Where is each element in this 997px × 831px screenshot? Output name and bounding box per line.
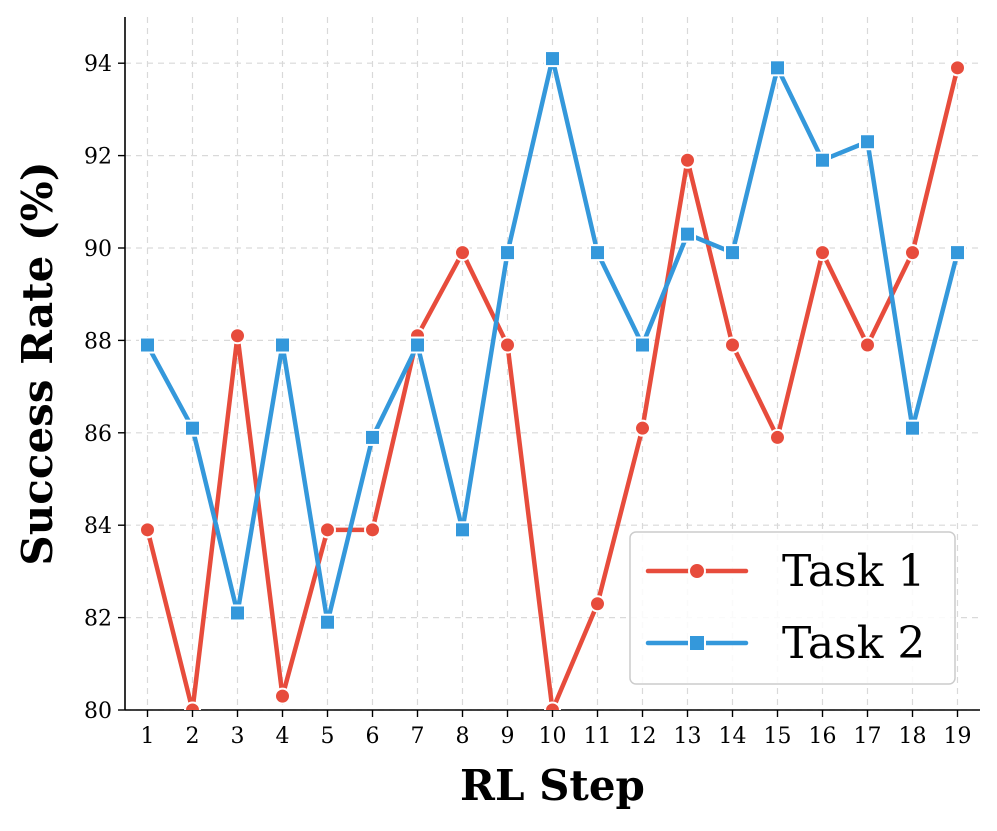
- axes: 1 2 3 4 5 6 7 8 9 10 11 12 13 14 15 16 17 18 1980828486889…: [84, 17, 980, 749]
- series-2-point: [454, 521, 471, 539]
- series-1-point: [589, 595, 606, 613]
- y-tick-label: 86: [84, 422, 112, 447]
- series-layer: [139, 50, 966, 710]
- series-2-point: [769, 59, 786, 77]
- series-2-point: [589, 244, 606, 262]
- x-tick-label: 2: [186, 724, 200, 749]
- series-2-point: [679, 225, 696, 243]
- x-tick-label: 6: [366, 724, 380, 749]
- series-1-point: [814, 244, 831, 262]
- series-1-point: [949, 59, 966, 77]
- series-1-point: [544, 701, 561, 710]
- series-1-point: [769, 428, 786, 446]
- y-tick-label: 94: [84, 52, 112, 77]
- legend: Task 1 Task 2: [629, 531, 956, 685]
- x-tick-label: 17: [854, 724, 882, 749]
- legend-swatch-marker: [688, 562, 706, 580]
- x-tick-label: 4: [276, 724, 290, 749]
- series-1-point: [904, 244, 921, 262]
- series-2-point: [544, 50, 561, 68]
- series-2-point: [814, 151, 831, 169]
- legend-label: Task 1: [782, 546, 925, 597]
- series-1-point: [229, 327, 246, 345]
- series-1-point: [454, 244, 471, 262]
- series-2: [139, 50, 966, 631]
- legend-label: Task 2: [782, 618, 925, 669]
- y-tick-label: 88: [84, 329, 112, 354]
- y-tick-label: 82: [84, 607, 112, 632]
- x-axis-label: RL Step: [460, 761, 645, 810]
- series-2-point: [274, 336, 291, 354]
- series-2-point: [904, 419, 921, 437]
- series-2-point: [499, 244, 516, 262]
- series-1-point: [724, 336, 741, 354]
- series-2-point: [184, 419, 201, 437]
- legend-swatch-marker: [688, 634, 706, 652]
- x-tick-label: 5: [321, 724, 335, 749]
- series-1-point: [859, 336, 876, 354]
- legend-entry: Task 2: [645, 618, 925, 669]
- x-tick-label: 11: [584, 724, 612, 749]
- y-tick-label: 80: [84, 699, 112, 724]
- x-tick-label: 3: [231, 724, 245, 749]
- series-2-point: [319, 613, 336, 631]
- series-2-point: [859, 133, 876, 151]
- x-tick-label: 12: [629, 724, 657, 749]
- x-tick-label: 14: [719, 724, 747, 749]
- series-1-point: [364, 521, 381, 539]
- x-tick-label: 16: [809, 724, 837, 749]
- y-tick-label: 84: [84, 514, 112, 539]
- x-tick-label: 10: [539, 724, 567, 749]
- series-1-point: [139, 521, 156, 539]
- series-2-point: [409, 336, 426, 354]
- series-1-point: [319, 521, 336, 539]
- x-tick-label: 13: [674, 724, 702, 749]
- x-tick-label: 7: [411, 724, 425, 749]
- x-tick-label: 19: [944, 724, 972, 749]
- legend-entry: Task 1: [645, 546, 925, 597]
- x-tick-label: 18: [899, 724, 927, 749]
- series-2-point: [724, 244, 741, 262]
- series-1: [139, 59, 966, 710]
- series-2-point: [634, 336, 651, 354]
- series-1-point: [274, 687, 291, 705]
- series-1-point: [634, 419, 651, 437]
- series-1-point: [679, 151, 696, 169]
- series-1-point: [499, 336, 516, 354]
- x-tick-label: 8: [456, 724, 470, 749]
- series-2-point: [949, 244, 966, 262]
- y-axis-label: Success Rate (%): [13, 161, 62, 565]
- series-2-point: [139, 336, 156, 354]
- series-1-point: [184, 701, 201, 710]
- x-tick-label: 9: [501, 724, 515, 749]
- series-2-point: [364, 428, 381, 446]
- x-tick-label: 15: [764, 724, 792, 749]
- series-2-point: [229, 604, 246, 622]
- y-tick-label: 90: [84, 237, 112, 262]
- x-tick-label: 1: [141, 724, 155, 749]
- y-tick-label: 92: [84, 145, 112, 170]
